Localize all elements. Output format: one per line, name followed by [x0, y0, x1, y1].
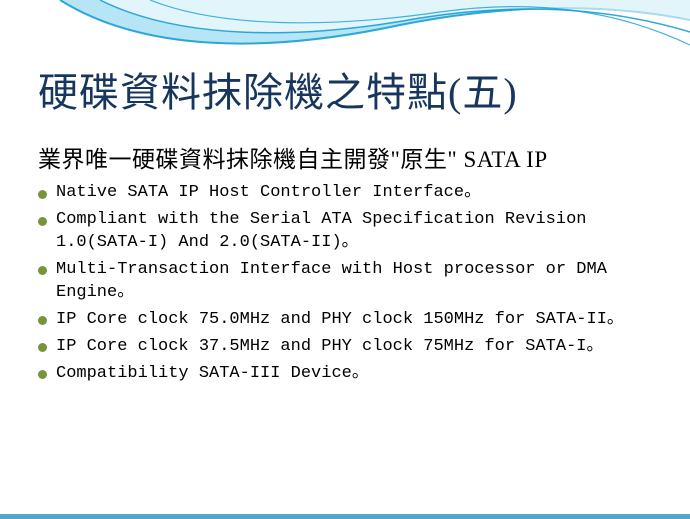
slide-title: 硬碟資料抹除機之特點(五)	[38, 70, 652, 116]
bullet-item: Multi-Transaction Interface with Host pr…	[38, 259, 652, 305]
slide-subtitle: 業界唯一硬碟資料抹除機自主開發"原生" SATA IP	[38, 140, 652, 174]
bullet-item: Compliant with the Serial ATA Specificat…	[38, 209, 652, 255]
bottom-border	[0, 514, 690, 519]
bullet-list: Native SATA IP Host Controller Interface…	[38, 182, 652, 386]
bullet-item: IP Core clock 75.0MHz and PHY clock 150M…	[38, 309, 652, 332]
bullet-item: IP Core clock 37.5MHz and PHY clock 75MH…	[38, 336, 652, 359]
slide-body: 硬碟資料抹除機之特點(五) 業界唯一硬碟資料抹除機自主開發"原生" SATA I…	[0, 0, 690, 519]
bullet-item: Compatibility SATA-III Device。	[38, 363, 652, 386]
bullet-item: Native SATA IP Host Controller Interface…	[38, 182, 652, 205]
